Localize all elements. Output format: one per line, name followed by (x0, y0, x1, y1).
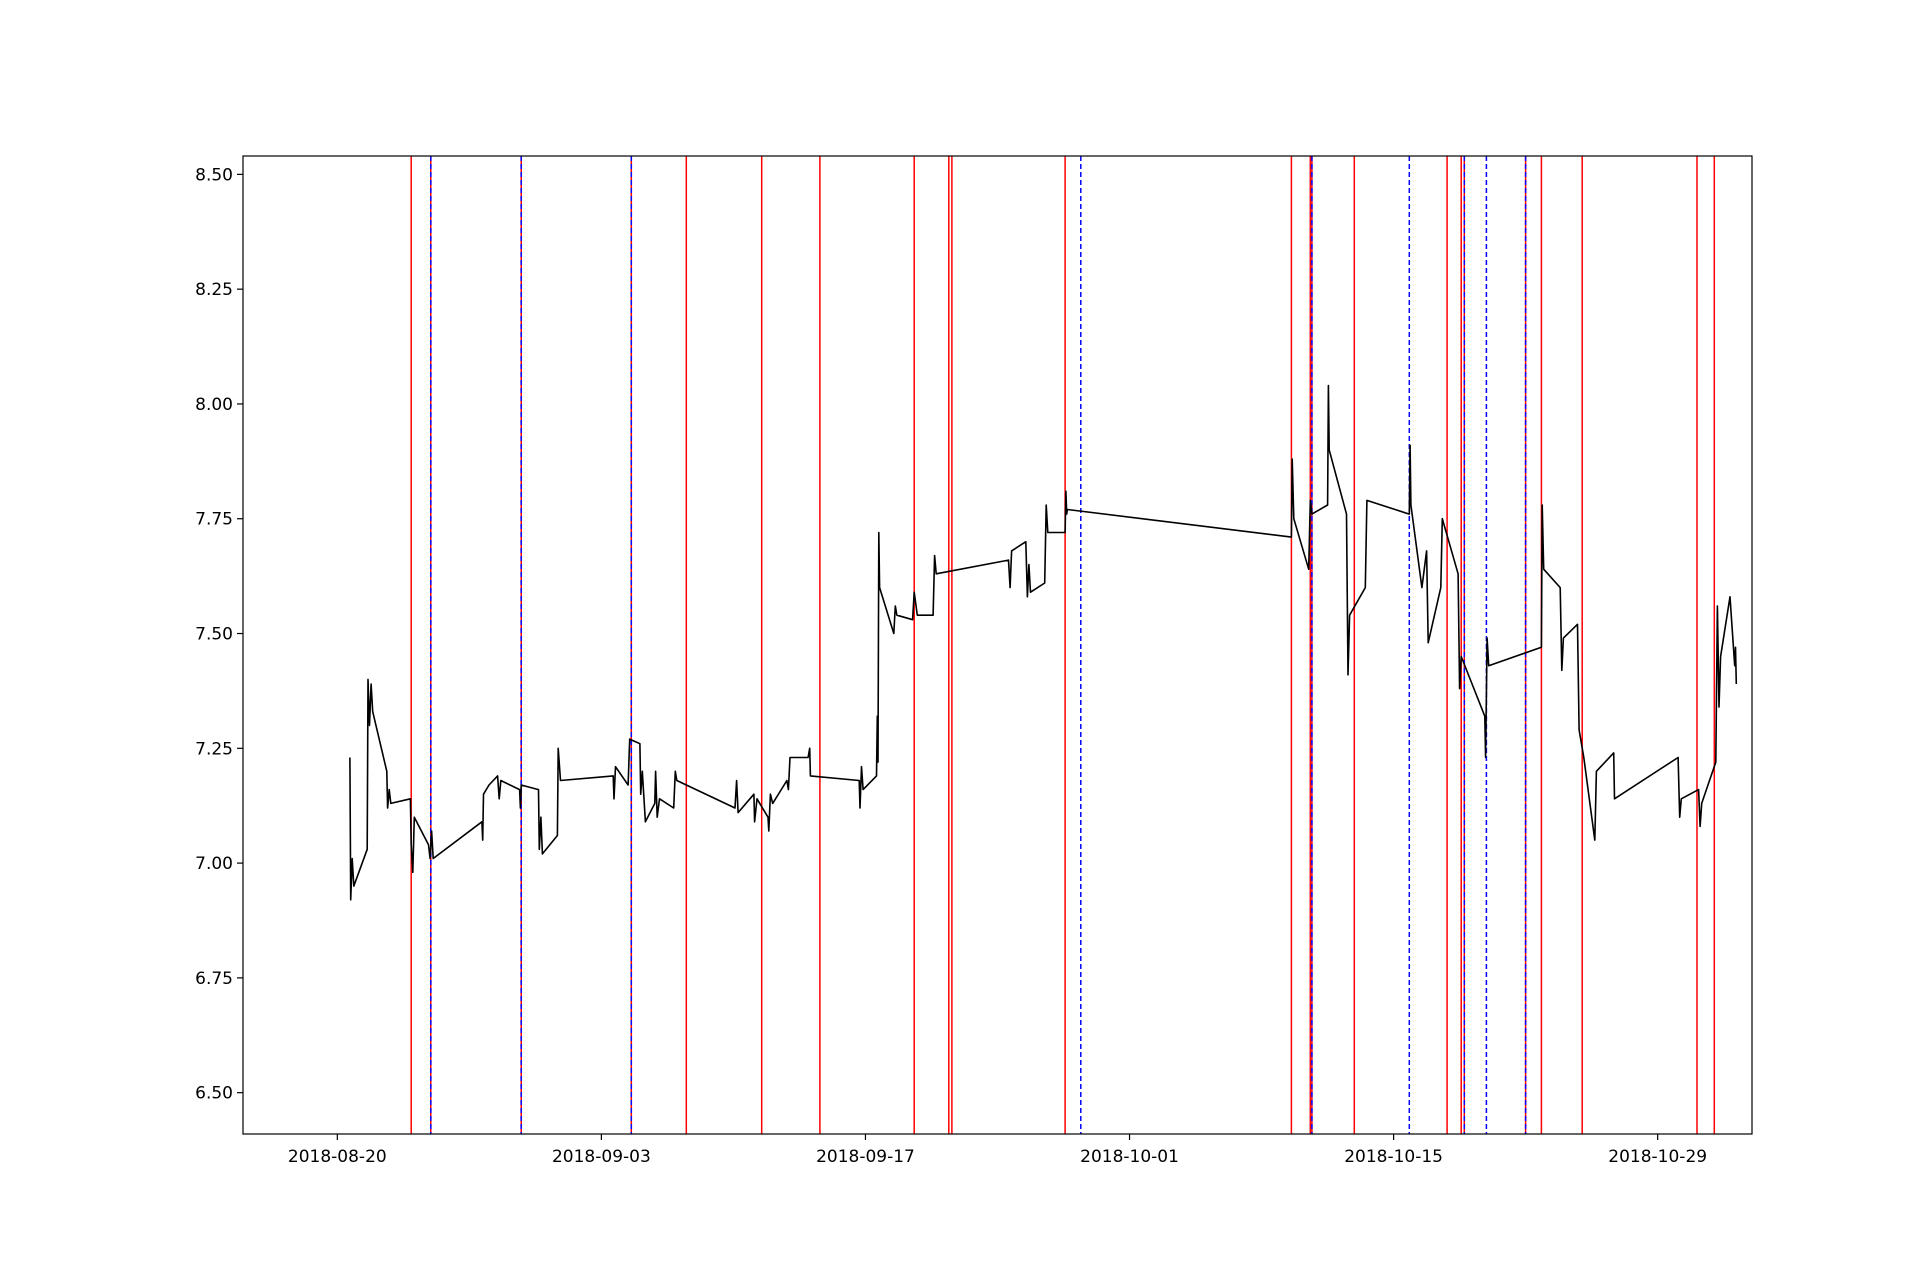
y-tick-label: 7.00 (195, 854, 233, 874)
y-tick-label: 7.50 (195, 625, 233, 645)
y-tick-label: 6.75 (195, 969, 233, 989)
x-tick-label: 2018-09-17 (816, 1147, 915, 1167)
x-tick-label: 2018-08-20 (288, 1147, 387, 1167)
y-axis: 6.50 6.75 7.00 7.25 7.50 7.75 8.00 8.25 8.50 (195, 165, 243, 1104)
y-tick-label: 8.50 (195, 165, 233, 185)
y-tick-label: 6.50 (195, 1084, 233, 1104)
plot-frame (242, 155, 1753, 1135)
price-series-line (349, 384, 1738, 901)
y-tick-label: 8.00 (195, 395, 233, 415)
y-tick-label: 7.25 (195, 739, 233, 759)
x-tick-label: 2018-09-03 (552, 1147, 651, 1167)
y-tick-label: 8.25 (195, 280, 233, 300)
x-axis: 2018-08-20 2018-09-03 2018-09-17 2018-10-01… (288, 1134, 1707, 1167)
series-layer (349, 384, 1738, 901)
x-tick-label: 2018-10-01 (1080, 1147, 1179, 1167)
event-lines (410, 156, 1716, 1134)
x-tick-label: 2018-10-15 (1344, 1147, 1443, 1167)
y-tick-label: 7.75 (195, 510, 233, 530)
x-tick-label: 2018-10-29 (1608, 1147, 1707, 1167)
